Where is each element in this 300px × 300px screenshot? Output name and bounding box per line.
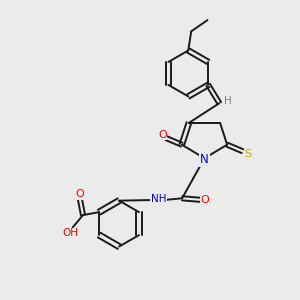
Text: S: S (244, 149, 251, 159)
Text: O: O (158, 130, 167, 140)
Text: OH: OH (62, 228, 78, 238)
Text: H: H (224, 96, 232, 106)
Text: NH: NH (151, 194, 166, 204)
Text: N: N (200, 153, 209, 166)
Text: O: O (201, 195, 209, 205)
Text: O: O (76, 189, 84, 199)
